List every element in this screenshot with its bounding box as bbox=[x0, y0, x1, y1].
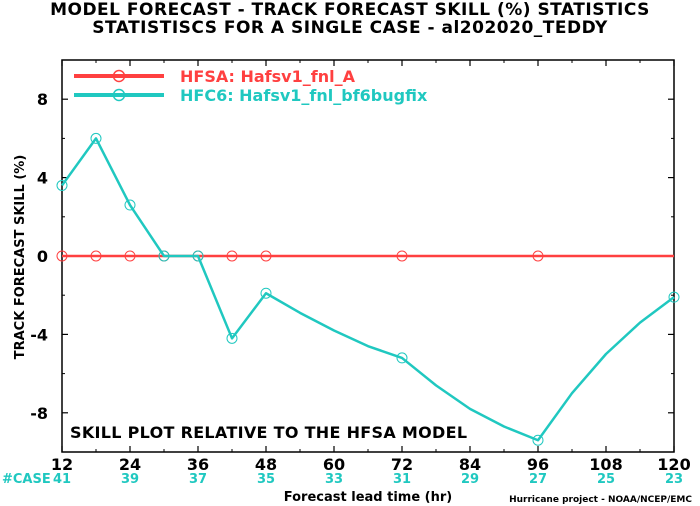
series-point-1 bbox=[396, 352, 408, 364]
series-point-1 bbox=[668, 291, 680, 303]
x-tick-label: 72 bbox=[391, 455, 413, 474]
series-lines bbox=[56, 132, 680, 446]
case-count-label: 31 bbox=[393, 472, 411, 487]
x-tick-label: 96 bbox=[527, 455, 549, 474]
series-point-0 bbox=[124, 250, 136, 262]
series-point-1 bbox=[532, 434, 544, 446]
case-count-label: 23 bbox=[665, 472, 683, 487]
series-point-1 bbox=[260, 287, 272, 299]
y-tick-label: 0 bbox=[37, 247, 48, 266]
x-tick-label: 60 bbox=[323, 455, 345, 474]
x-tick-label: 108 bbox=[589, 455, 622, 474]
legend-marker bbox=[112, 69, 126, 83]
x-tick-label: 84 bbox=[459, 455, 481, 474]
x-tick-label: 24 bbox=[119, 455, 141, 474]
series-point-1 bbox=[90, 132, 102, 144]
case-count-label: 29 bbox=[461, 472, 479, 487]
series-point-1 bbox=[158, 250, 170, 262]
chart-title-line1: MODEL FORECAST - TRACK FORECAST SKILL (%… bbox=[50, 0, 650, 20]
case-count-label: 35 bbox=[257, 472, 275, 487]
credit-text: Hurricane project - NOAA/NCEP/EMC bbox=[509, 495, 692, 505]
legend-label: HFC6: Hafsv1_fnl_bf6bugfix bbox=[180, 86, 428, 105]
series-point-0 bbox=[532, 250, 544, 262]
case-count-prefix: #CASE bbox=[2, 472, 51, 487]
y-axis-label: TRACK FORECAST SKILL (%) bbox=[13, 155, 28, 360]
series-point-0 bbox=[226, 250, 238, 262]
x-axis-label: Forecast lead time (hr) bbox=[284, 490, 452, 505]
legend-label: HFSA: Hafsv1_fnl_A bbox=[180, 67, 356, 86]
series-point-1 bbox=[226, 332, 238, 344]
y-tick-label: 4 bbox=[37, 169, 48, 188]
series-line-1 bbox=[60, 137, 675, 442]
series-point-0 bbox=[260, 250, 272, 262]
series-point-0 bbox=[396, 250, 408, 262]
case-count-label: 27 bbox=[529, 472, 547, 487]
series-point-1 bbox=[124, 199, 136, 211]
y-tick-label: 8 bbox=[37, 90, 48, 109]
series-point-1 bbox=[192, 250, 204, 262]
y-tick-label: -4 bbox=[30, 325, 48, 344]
series-point-1 bbox=[56, 179, 68, 191]
legend-marker bbox=[112, 88, 126, 102]
x-tick-label: 120 bbox=[657, 455, 690, 474]
series-point-0 bbox=[56, 250, 68, 262]
case-count-label: 33 bbox=[325, 472, 343, 487]
x-tick-label: 36 bbox=[187, 455, 209, 474]
reference-note: SKILL PLOT RELATIVE TO THE HFSA MODEL bbox=[70, 423, 467, 442]
chart-title-line2: STATISTISCS FOR A SINGLE CASE - al202020… bbox=[92, 18, 608, 38]
case-count-label: 39 bbox=[121, 472, 139, 487]
x-tick-label: 12 bbox=[51, 455, 73, 474]
case-count-label: 25 bbox=[597, 472, 615, 487]
case-count-label: 41 bbox=[53, 472, 71, 487]
x-tick-label: 48 bbox=[255, 455, 277, 474]
series-point-0 bbox=[90, 250, 102, 262]
case-count-label: 37 bbox=[189, 472, 207, 487]
y-tick-label: -8 bbox=[30, 404, 48, 423]
